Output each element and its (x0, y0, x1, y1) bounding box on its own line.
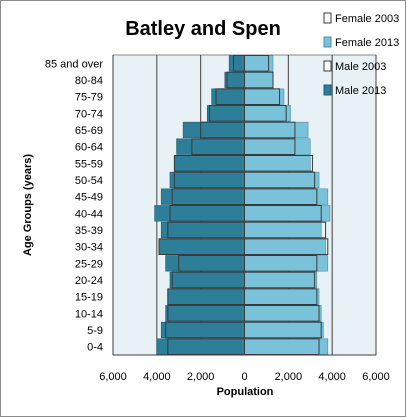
y-tick-label-0: 0-4 (87, 342, 103, 354)
bar-female-2013-2 (244, 305, 322, 322)
bar-female-2013-4 (244, 271, 318, 289)
plot-area: 0-4 5-9 10-14 15-19 20-24 25-29 30-34 35-39 40-4… (45, 54, 390, 383)
bar-female-2013-3 (244, 288, 320, 305)
bar-male-2013-9 (160, 188, 245, 205)
y-tick-label-3: 15-19 (75, 292, 103, 304)
bar-male-2013-14 (206, 105, 245, 122)
bar-male-2003-9 (171, 188, 245, 205)
y-tick-label-5: 25-29 (75, 258, 103, 270)
bar-male-2003-11 (173, 155, 245, 172)
bar-male-2013-6 (158, 238, 245, 255)
legend-label-3: Male 2013 (335, 85, 386, 97)
bar-female-2013-5 (244, 255, 329, 272)
bar-male-2003-13 (200, 121, 246, 139)
bar-male-2003-17 (233, 55, 246, 72)
bar-male-2013-1 (160, 321, 245, 339)
y-tick-label-14: 70-74 (75, 108, 103, 120)
bar-male-2003-5 (178, 255, 245, 272)
x-axis-title: Population (217, 386, 274, 398)
legend-label-0: Female 2003 (335, 13, 399, 25)
y-tick-label-6: 30-34 (75, 242, 103, 254)
bar-male-2003-1 (165, 321, 246, 339)
bar-male-2013-16 (224, 71, 245, 89)
x-tick-label-4: 2,000 (275, 371, 303, 383)
y-axis-title: Age Groups (years) (22, 154, 34, 256)
bar-male-2013-12 (176, 138, 245, 155)
y-tick-label-7: 35-39 (75, 225, 103, 237)
bar-male-2003-4 (171, 271, 245, 289)
bar-male-2003-6 (158, 238, 245, 255)
bar-male-2013-8 (154, 205, 245, 222)
y-tick-label-13: 65-69 (75, 125, 103, 137)
bar-male-2013-3 (167, 288, 245, 305)
bar-female-2013-13 (244, 121, 309, 139)
x-tick-label-3: 0 (241, 371, 247, 383)
bar-male-2003-15 (215, 88, 245, 106)
legend-label-1: Female 2013 (335, 37, 399, 49)
bar-female-2013-9 (244, 188, 329, 205)
legend: Female 2003 Female 2013 Male 2003 Male 2013 (323, 12, 399, 97)
bar-male-2003-12 (191, 138, 245, 155)
bar-male-2003-7 (167, 221, 246, 239)
bar-male-2003-14 (208, 105, 245, 122)
legend-swatch-2 (323, 60, 332, 72)
bar-male-2013-15 (211, 88, 245, 105)
bar-male-2003-10 (173, 171, 245, 189)
x-tick-label-5: 4,000 (318, 371, 346, 383)
bar-female-2013-6 (244, 238, 326, 255)
bar-female-2013-7 (244, 221, 322, 239)
bar-female-2013-11 (244, 155, 311, 172)
bar-male-2013-7 (160, 221, 245, 239)
legend-label-2: Male 2003 (335, 61, 386, 73)
y-tick-label-8: 40-44 (75, 208, 103, 220)
bar-male-2013-5 (165, 255, 245, 272)
y-tick-label-10: 50-54 (75, 175, 103, 187)
bar-female-2013-12 (244, 138, 311, 155)
x-tick-label-2: 2,000 (187, 371, 215, 383)
bar-male-2013-2 (165, 305, 245, 322)
y-tick-label-1: 5-9 (87, 325, 103, 337)
bar-male-2013-0 (156, 338, 245, 355)
bar-male-2013-10 (169, 171, 245, 189)
bar-female-2013-8 (244, 205, 331, 222)
bar-male-2013-13 (182, 121, 245, 139)
y-tick-label-11: 55-59 (75, 158, 103, 170)
y-tick-label-15: 75-79 (75, 92, 103, 104)
bar-male-2003-2 (167, 305, 246, 322)
legend-swatch-0 (323, 12, 332, 24)
x-tick-label-6: 6,000 (362, 371, 390, 383)
y-tick-label-9: 45-49 (75, 192, 103, 204)
bar-female-2013-14 (244, 105, 291, 122)
bar-female-2013-10 (244, 171, 320, 189)
x-tick-label-0: 6,000 (99, 371, 127, 383)
bar-male-2013-11 (174, 155, 245, 172)
bar-male-2003-3 (167, 288, 246, 306)
bar-female-2013-16 (244, 71, 274, 89)
bar-female-2013-0 (244, 338, 329, 355)
bar-female-2013-1 (244, 321, 324, 339)
y-tick-label-12: 60-64 (75, 142, 103, 154)
legend-swatch-1 (323, 36, 332, 48)
y-tick-label-17: 85 and over (45, 58, 103, 70)
plot-border (112, 54, 377, 356)
bar-male-2003-8 (169, 205, 246, 222)
x-tick-label-1: 4,000 (143, 371, 171, 383)
y-tick-label-16: 80-84 (75, 75, 103, 87)
y-tick-label-4: 20-24 (75, 275, 103, 287)
bar-male-2003-16 (226, 71, 245, 89)
bar-female-2013-15 (244, 88, 285, 105)
bar-male-2013-4 (169, 271, 245, 289)
chart-title: Batley and Spen (125, 18, 281, 40)
legend-swatch-3 (323, 84, 332, 96)
bar-male-2013-17 (228, 55, 245, 72)
y-tick-label-2: 10-14 (75, 308, 103, 320)
